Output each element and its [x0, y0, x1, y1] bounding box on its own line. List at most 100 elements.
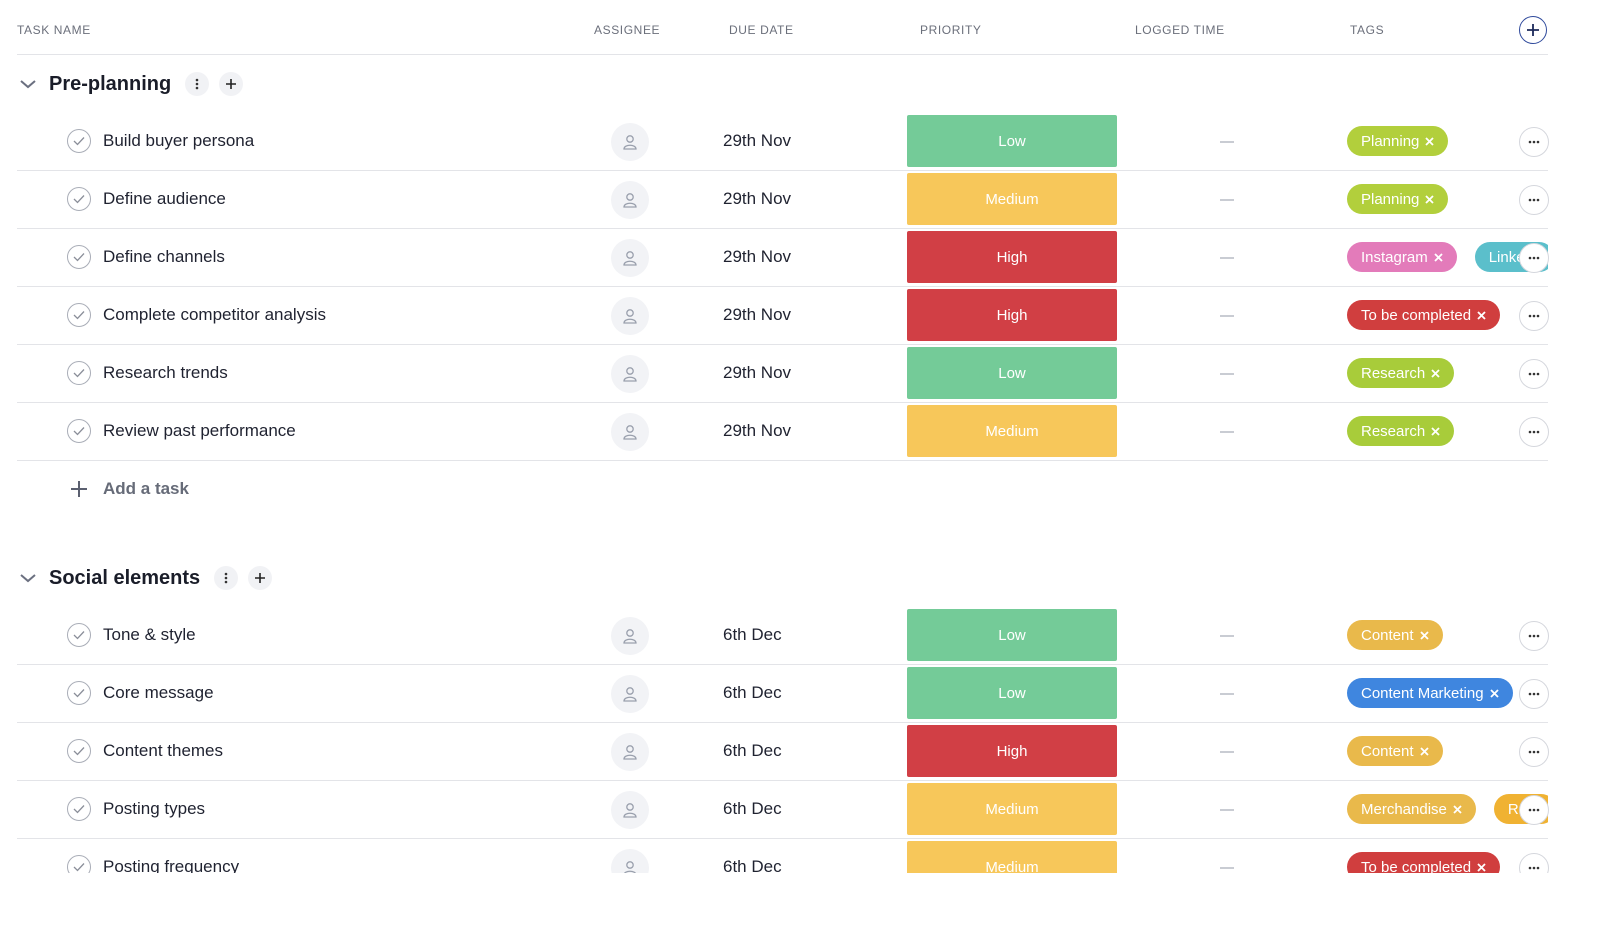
logged-time-empty — [1220, 867, 1234, 869]
assignee-avatar[interactable] — [611, 239, 649, 277]
assignee-avatar[interactable] — [611, 355, 649, 393]
collapse-chevron[interactable] — [19, 573, 49, 583]
tag-chip[interactable]: Merchandise — [1347, 794, 1476, 824]
task-name: Posting types — [103, 799, 206, 818]
tag-chip[interactable]: Planning — [1347, 184, 1449, 214]
due-date: 29th Nov — [723, 421, 792, 440]
complete-checkbox[interactable] — [67, 245, 91, 269]
remove-tag-icon[interactable] — [1471, 310, 1486, 320]
remove-tag-icon[interactable] — [1414, 630, 1429, 640]
remove-tag-icon[interactable] — [1425, 426, 1440, 436]
task-name: Tone & style — [103, 625, 196, 644]
tag-chip[interactable]: Content — [1347, 620, 1443, 650]
row-menu-button[interactable] — [1519, 417, 1549, 447]
tag-chip[interactable]: Research — [1347, 358, 1455, 388]
group-add-button[interactable] — [219, 72, 244, 96]
header-divider — [17, 54, 1548, 55]
row-menu-button[interactable] — [1519, 127, 1549, 157]
tag-chip[interactable]: Planning — [1347, 126, 1449, 156]
remove-tag-icon[interactable] — [1428, 252, 1443, 262]
row-menu-button[interactable] — [1519, 185, 1549, 215]
assignee-avatar[interactable] — [611, 675, 649, 713]
remove-tag-icon[interactable] — [1447, 804, 1462, 814]
remove-tag-icon[interactable] — [1471, 862, 1486, 872]
complete-checkbox[interactable] — [67, 303, 91, 327]
task-table: TASK NAME ASSIGNEE DUE DATE PRIORITY LOGGED … — [17, 16, 1549, 874]
tags-cell: Planning — [1347, 184, 1548, 214]
collapse-chevron[interactable] — [19, 79, 49, 89]
complete-checkbox[interactable] — [67, 797, 91, 821]
logged-time-empty — [1220, 693, 1234, 695]
tag-label: To be completed — [1361, 858, 1472, 874]
add-column-button[interactable] — [1519, 16, 1547, 44]
priority-cell[interactable]: High — [907, 231, 1117, 283]
group-add-button[interactable] — [248, 566, 273, 590]
assignee-avatar[interactable] — [611, 413, 649, 451]
group-menu-button[interactable] — [185, 72, 210, 96]
due-date: 6th Dec — [723, 625, 782, 644]
tag-chip[interactable]: To be completed — [1347, 300, 1501, 330]
logged-time-empty — [1220, 141, 1234, 143]
tag-label: Content — [1361, 742, 1414, 760]
row-menu-button[interactable] — [1519, 737, 1549, 767]
assignee-avatar[interactable] — [611, 733, 649, 771]
group-menu-button[interactable] — [214, 566, 239, 590]
row-menu-button[interactable] — [1519, 301, 1549, 331]
priority-cell[interactable]: Low — [907, 609, 1117, 661]
complete-checkbox[interactable] — [67, 129, 91, 153]
row-menu-button[interactable] — [1519, 679, 1549, 709]
row-divider — [17, 780, 1548, 781]
assignee-avatar[interactable] — [611, 849, 649, 873]
task-name: Content themes — [103, 741, 224, 760]
priority-label: Medium — [985, 190, 1039, 208]
assignee-avatar[interactable] — [611, 617, 649, 655]
priority-cell[interactable]: Medium — [907, 173, 1117, 225]
tag-chip[interactable]: Content Marketing — [1347, 678, 1513, 708]
tag-chip[interactable]: Research — [1347, 416, 1455, 446]
priority-cell[interactable]: Medium — [907, 783, 1117, 835]
priority-cell[interactable]: Low — [907, 347, 1117, 399]
row-menu-button[interactable] — [1519, 621, 1549, 651]
priority-label: Medium — [985, 858, 1039, 874]
tag-chip[interactable]: Instagram — [1347, 242, 1457, 272]
priority-cell[interactable]: Medium — [907, 405, 1117, 457]
tag-chip[interactable]: To be completed — [1347, 852, 1501, 874]
assignee-avatar[interactable] — [611, 791, 649, 829]
row-divider — [17, 344, 1548, 345]
remove-tag-icon[interactable] — [1414, 746, 1429, 756]
task-name: Posting frequency — [103, 857, 240, 873]
priority-cell[interactable]: Medium — [907, 841, 1117, 873]
row-divider — [17, 838, 1548, 839]
complete-checkbox[interactable] — [67, 361, 91, 385]
assignee-avatar[interactable] — [611, 181, 649, 219]
remove-tag-icon[interactable] — [1419, 136, 1435, 146]
task-name: Define channels — [103, 247, 225, 266]
tag-label: Content — [1361, 626, 1414, 644]
priority-label: High — [996, 248, 1028, 266]
add-task-icon[interactable] — [70, 480, 88, 503]
complete-checkbox[interactable] — [67, 419, 91, 443]
assignee-avatar[interactable] — [611, 123, 649, 161]
priority-cell[interactable]: High — [907, 289, 1117, 341]
remove-tag-icon[interactable] — [1484, 688, 1499, 698]
remove-tag-icon[interactable] — [1419, 194, 1435, 204]
priority-cell[interactable]: Low — [907, 667, 1117, 719]
tag-chip[interactable]: Content — [1347, 736, 1443, 766]
remove-tag-icon[interactable] — [1425, 368, 1440, 378]
complete-checkbox[interactable] — [67, 623, 91, 647]
group-title: Social elements — [49, 566, 201, 589]
complete-checkbox[interactable] — [67, 681, 91, 705]
priority-cell[interactable]: High — [907, 725, 1117, 777]
complete-checkbox[interactable] — [67, 739, 91, 763]
due-date: 6th Dec — [723, 683, 782, 702]
row-menu-button[interactable] — [1519, 359, 1549, 389]
row-menu-button[interactable] — [1519, 243, 1549, 273]
complete-checkbox[interactable] — [67, 855, 91, 873]
add-task-button[interactable]: Add a task — [103, 479, 189, 498]
complete-checkbox[interactable] — [67, 187, 91, 211]
group-header: Social elements — [19, 564, 273, 592]
priority-cell[interactable]: Low — [907, 115, 1117, 167]
row-menu-button[interactable] — [1519, 795, 1549, 825]
assignee-avatar[interactable] — [611, 297, 649, 335]
due-date: 29th Nov — [723, 305, 792, 324]
